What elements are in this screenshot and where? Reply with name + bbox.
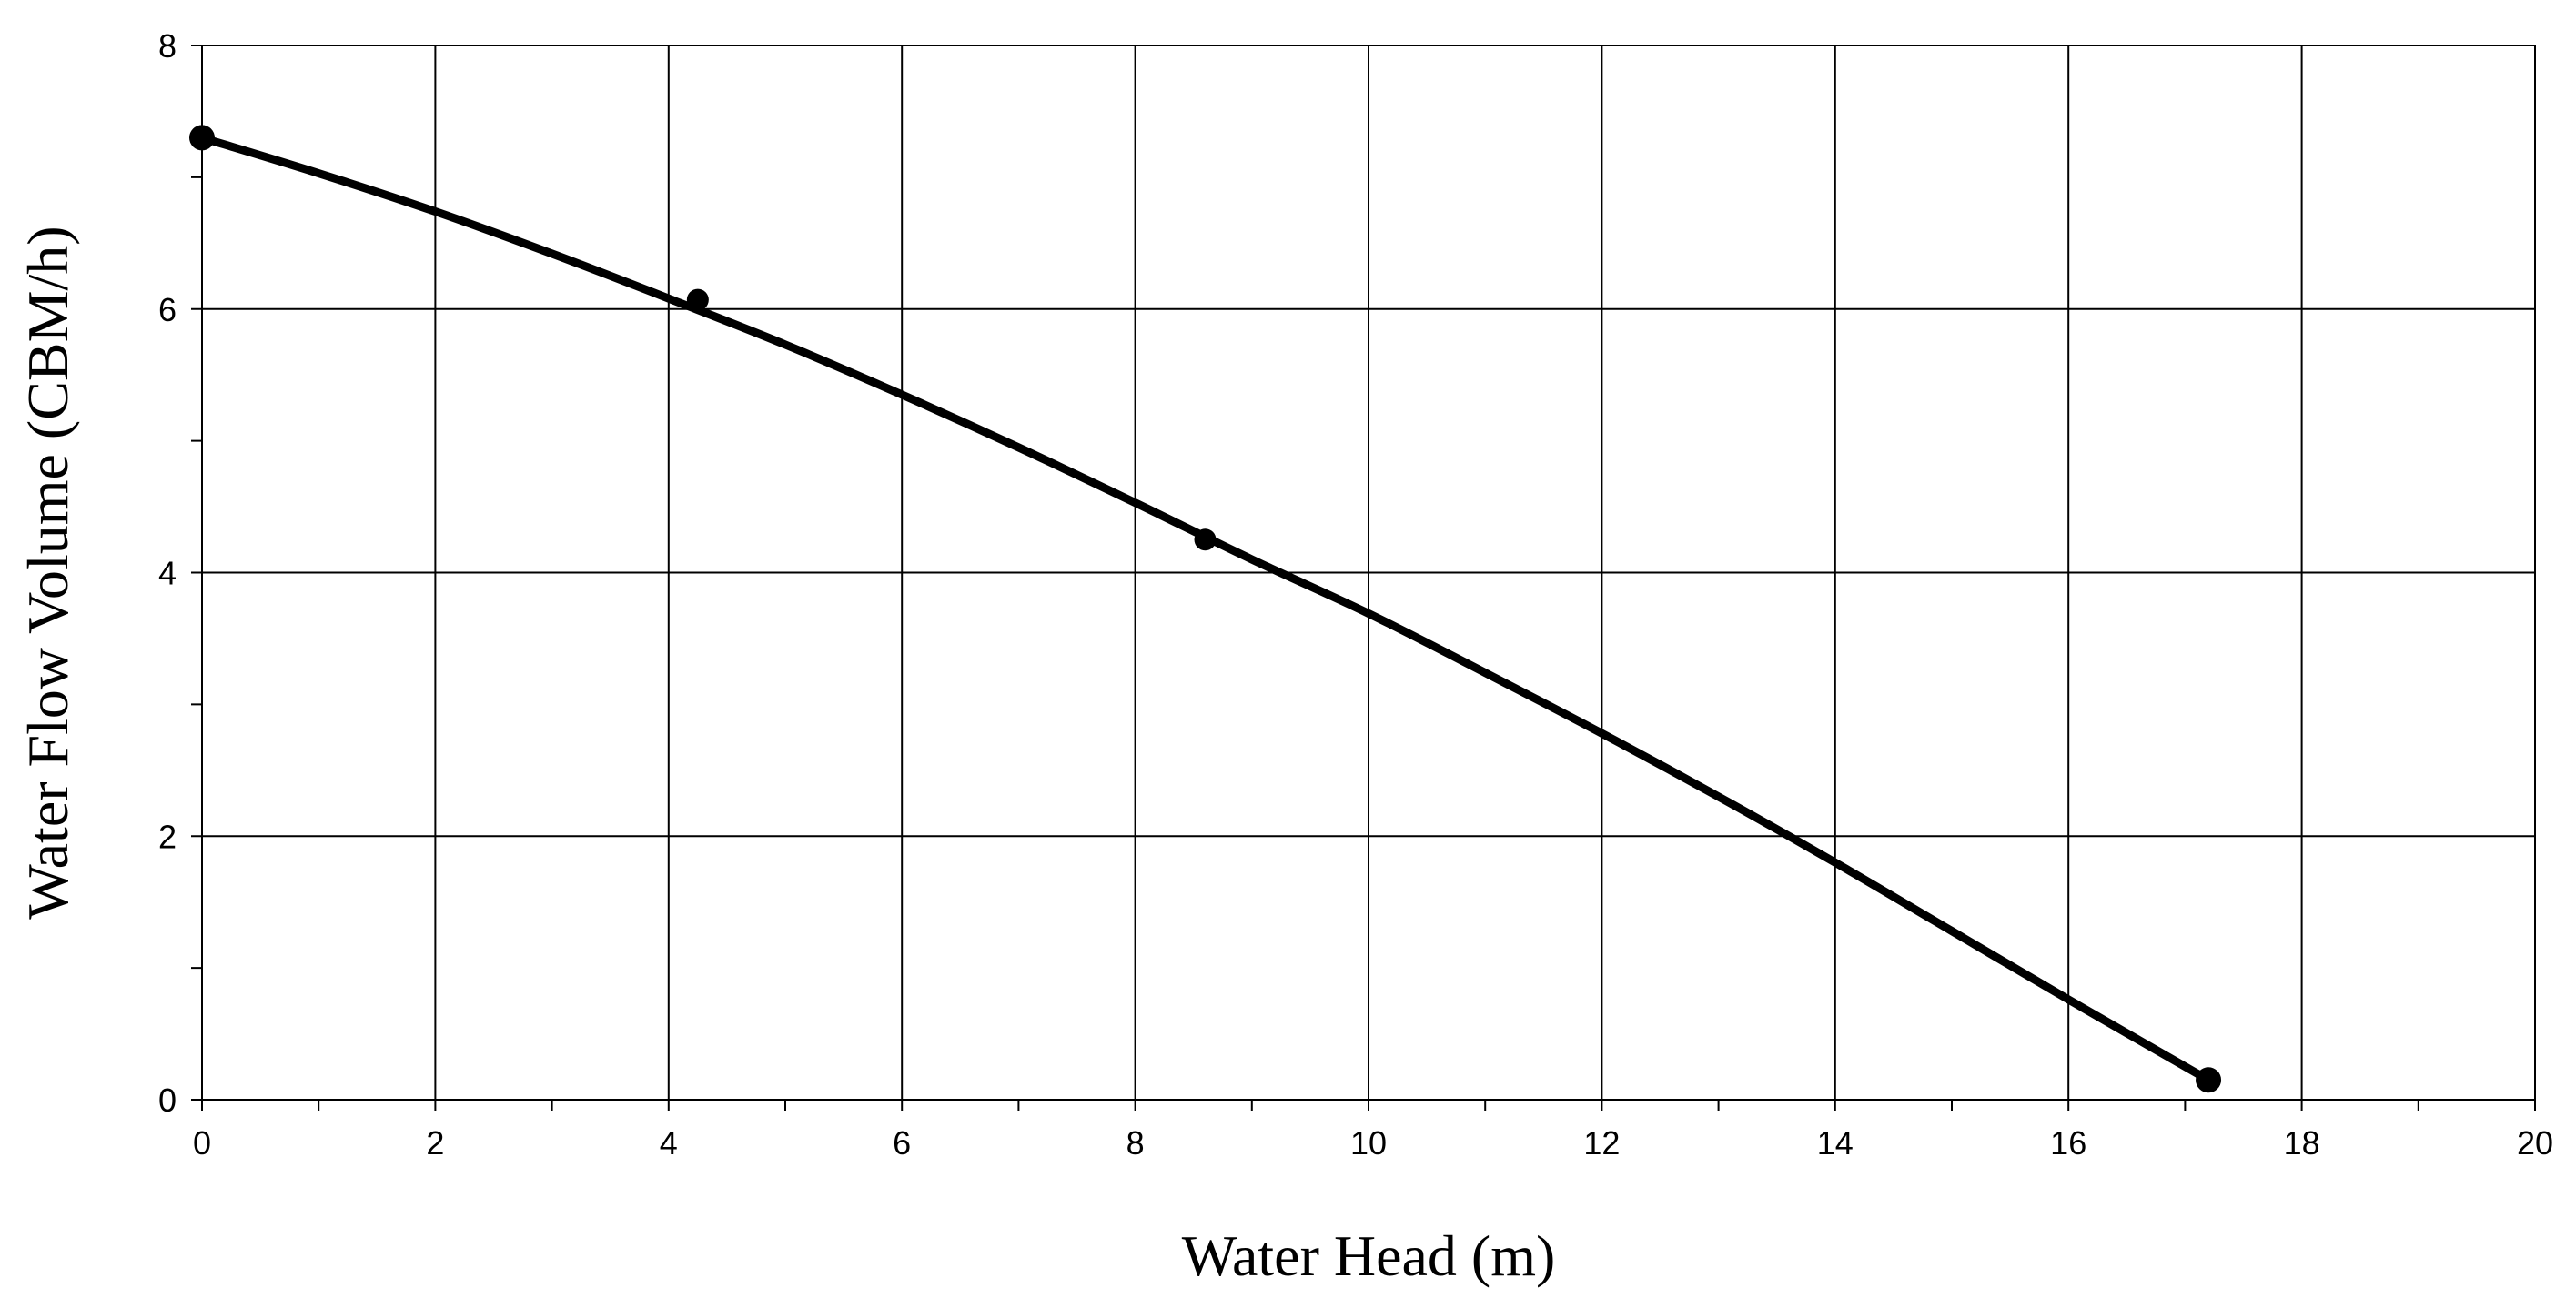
y-tick-labels: 0 2 4 6 8 xyxy=(158,27,177,1119)
y-tick-label: 2 xyxy=(158,818,177,855)
x-tick-label: 4 xyxy=(660,1124,678,1162)
minor-ticks xyxy=(191,45,2535,1111)
x-tick-label: 12 xyxy=(1583,1124,1620,1162)
y-axis-title: Water Flow Volume (CBM/h) xyxy=(15,226,80,919)
x-tick-labels: 0 2 4 6 8 10 12 14 16 18 20 xyxy=(193,1124,2553,1162)
x-tick-label: 8 xyxy=(1126,1124,1145,1162)
grid xyxy=(202,45,2535,1100)
data-point xyxy=(189,125,215,150)
x-tick-label: 6 xyxy=(893,1124,911,1162)
x-tick-label: 2 xyxy=(426,1124,444,1162)
x-tick-label: 10 xyxy=(1350,1124,1387,1162)
x-tick-label: 20 xyxy=(2517,1124,2553,1162)
data-point xyxy=(1195,528,1217,550)
y-tick-label: 0 xyxy=(158,1082,177,1119)
data-points xyxy=(189,125,2221,1092)
y-tick-label: 6 xyxy=(158,291,177,328)
x-tick-label: 14 xyxy=(1817,1124,1854,1162)
y-tick-label: 4 xyxy=(158,555,177,592)
data-point xyxy=(687,289,709,311)
y-tick-label: 8 xyxy=(158,27,177,65)
x-tick-label: 16 xyxy=(2050,1124,2086,1162)
x-tick-label: 18 xyxy=(2284,1124,2320,1162)
x-tick-label: 0 xyxy=(193,1124,211,1162)
fit-curve-line xyxy=(202,137,2208,1080)
data-point xyxy=(2196,1067,2221,1092)
x-axis-title: Water Head (m) xyxy=(1182,1223,1556,1288)
